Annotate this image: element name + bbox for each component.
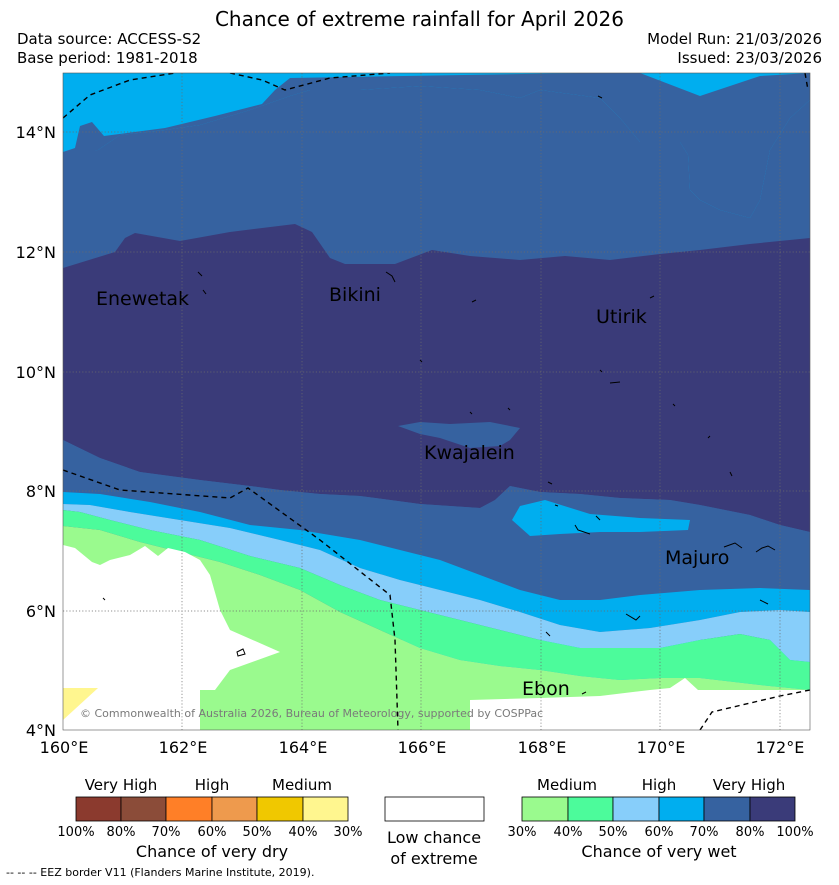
legend-dry-pct: 30%	[334, 825, 363, 840]
y-axis-labels: 14°N 12°N 10°N 8°N 6°N 4°N	[16, 123, 56, 740]
legend-wet: Medium High Very High 30% 40% 50% 60% 70…	[508, 776, 814, 861]
y-tick: 4°N	[26, 721, 56, 740]
legend-wet-pct: 80%	[736, 825, 765, 840]
legend-dry-pct: 40%	[289, 825, 318, 840]
y-tick: 10°N	[16, 363, 56, 382]
legend-wet-pct: 30%	[508, 825, 537, 840]
legend-dry-caption: Chance of very dry	[136, 842, 288, 861]
place-enewetak: Enewetak	[96, 288, 189, 310]
y-tick: 14°N	[16, 123, 56, 142]
x-tick: 172°E	[756, 738, 805, 757]
region-wet-60-lower	[63, 492, 810, 632]
region-wet-40	[63, 510, 810, 690]
region-wet-50	[63, 504, 810, 662]
place-kwajalein: Kwajalein	[424, 442, 515, 464]
x-tick: 160°E	[40, 738, 89, 757]
meta-right: Model Run: 21/03/2026 Issued: 23/03/2026	[647, 30, 822, 68]
legend-dry-pct: 100%	[57, 825, 94, 840]
model-run: Model Run: 21/03/2026	[647, 30, 822, 48]
place-utirik: Utirik	[596, 306, 647, 328]
legend-dry-pct: 80%	[107, 825, 136, 840]
eez-borders	[63, 73, 810, 730]
legend-wet-pct: 40%	[554, 825, 583, 840]
place-labels: Enewetak Bikini Utirik Kwajalein Majuro …	[96, 284, 729, 700]
place-ebon: Ebon	[522, 678, 570, 700]
base-period: Base period: 1981-2018	[17, 49, 198, 67]
legend-dry-pct: 50%	[243, 825, 272, 840]
legend-low: Low chance of extreme	[384, 796, 485, 868]
legend-wet-pct: 70%	[690, 825, 719, 840]
place-majuro: Majuro	[665, 547, 729, 569]
legend-dry-pct: 60%	[198, 825, 227, 840]
region-wet-70	[63, 73, 810, 218]
map-plot-area: © Commonwealth of Australia 2026, Bureau…	[63, 73, 810, 730]
legend-dry-cat: Very High	[85, 776, 158, 794]
y-tick: 8°N	[26, 482, 56, 501]
x-tick: 166°E	[398, 738, 447, 757]
x-tick: 162°E	[159, 738, 208, 757]
region-wet-70-lower	[63, 440, 810, 600]
legend-wet-pct: 100%	[776, 825, 813, 840]
issued-date: Issued: 23/03/2026	[677, 49, 822, 67]
map-gridlines	[63, 73, 810, 730]
meta-left: Data source: ACCESS-S2 Base period: 1981…	[17, 30, 201, 68]
y-tick: 6°N	[26, 602, 56, 621]
atolls	[102, 95, 776, 695]
place-bikini: Bikini	[329, 284, 381, 306]
y-tick: 12°N	[16, 243, 56, 262]
legend-wet-caption: Chance of very wet	[581, 842, 736, 861]
region-dry-40	[63, 688, 98, 720]
legend-dry-cat: Medium	[272, 776, 332, 794]
legend-dry-cat: High	[195, 776, 229, 794]
legend-dry: Very High High Medium 100% 80% 70% 60% 5…	[57, 776, 362, 861]
region-low-chance	[63, 545, 280, 730]
eez-footnote: -- -- -- EEZ border V11 (Flanders Marine…	[6, 866, 315, 879]
legend-wet-pct: 50%	[599, 825, 628, 840]
legend-dry-pct: 70%	[152, 825, 181, 840]
region-wet-30	[63, 526, 810, 730]
copyright-note: © Commonwealth of Australia 2026, Bureau…	[80, 707, 543, 720]
x-tick: 170°E	[637, 738, 686, 757]
x-tick: 168°E	[518, 738, 567, 757]
legend-wet-cat: Very High	[713, 776, 786, 794]
legend-wet-cat: High	[642, 776, 676, 794]
legend-wet-cat: Medium	[537, 776, 597, 794]
x-tick: 164°E	[279, 738, 328, 757]
region-wet-80	[63, 224, 810, 532]
x-axis-labels: 160°E 162°E 164°E 166°E 168°E 170°E 172°…	[40, 738, 805, 757]
legend-low-caption-2: of extreme	[390, 849, 477, 868]
map-title: Chance of extreme rainfall for April 202…	[214, 7, 625, 31]
legend-low-caption-1: Low chance	[387, 828, 481, 847]
data-source: Data source: ACCESS-S2	[17, 30, 202, 48]
legend-wet-pct: 60%	[645, 825, 674, 840]
